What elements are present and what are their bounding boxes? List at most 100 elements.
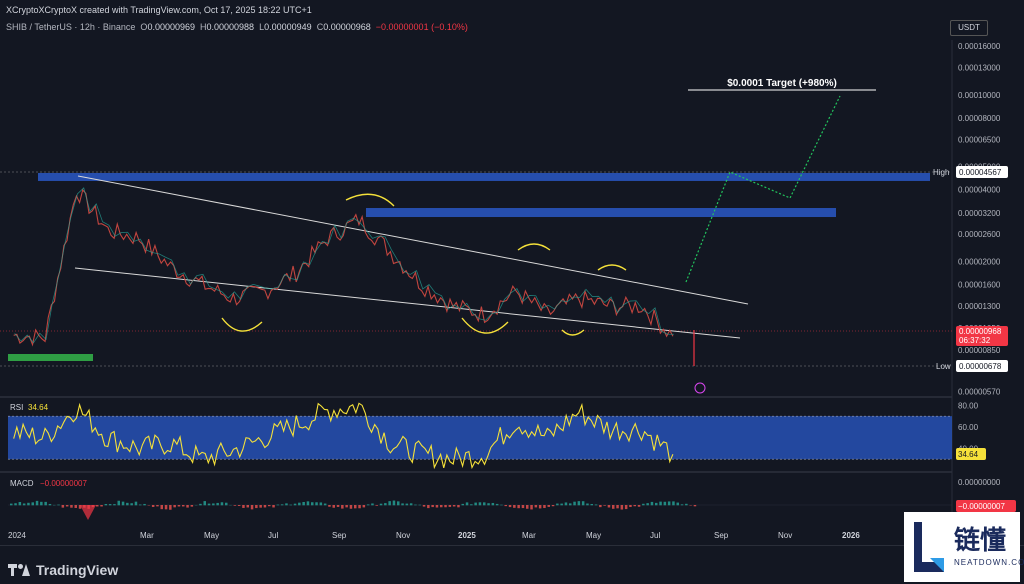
macd-bar bbox=[435, 505, 439, 508]
time-tick-label: Jul bbox=[268, 531, 278, 540]
macd-bar bbox=[272, 505, 275, 508]
macd-bar bbox=[186, 505, 189, 508]
lower-trendline bbox=[74, 267, 741, 339]
macd-bar bbox=[177, 505, 181, 507]
macd-bar bbox=[212, 503, 215, 506]
macd-bar bbox=[599, 505, 602, 508]
macd-bar bbox=[667, 501, 671, 506]
macd-bar bbox=[620, 505, 624, 510]
macd-bar bbox=[431, 505, 434, 508]
macd-bar bbox=[534, 505, 538, 508]
macd-bar bbox=[156, 505, 159, 507]
macd-bar bbox=[220, 502, 224, 506]
macd-bar bbox=[27, 502, 30, 506]
chart-credit: XCryptoXCryptoX created with TradingView… bbox=[6, 5, 312, 15]
macd-bar bbox=[491, 502, 495, 506]
price-tick-label: 0.00006500 bbox=[958, 135, 1001, 144]
price-series-line bbox=[13, 188, 674, 347]
macd-bar bbox=[504, 505, 507, 507]
top-arc bbox=[597, 264, 627, 271]
resistance-zone-high bbox=[38, 172, 930, 181]
macd-bar bbox=[44, 501, 47, 506]
macd-bar bbox=[40, 501, 43, 506]
price-series-candles-up bbox=[14, 187, 674, 344]
macd-bar bbox=[143, 503, 146, 506]
tradingview-wordmark: TradingView bbox=[36, 562, 119, 578]
tradingview-logo[interactable]: TradingView bbox=[8, 562, 118, 578]
macd-bar bbox=[323, 503, 327, 506]
macd-bar bbox=[384, 503, 387, 506]
macd-bar bbox=[487, 503, 490, 506]
macd-bar bbox=[345, 505, 348, 508]
macd-bar bbox=[379, 503, 383, 506]
macd-bar bbox=[405, 503, 409, 506]
macd-bar bbox=[508, 505, 512, 508]
macd-bar bbox=[680, 504, 684, 506]
macd-bar bbox=[526, 505, 529, 509]
currency-button[interactable]: USDT bbox=[950, 20, 988, 36]
watermark-badge: 链懂 NEATDOWN.COM bbox=[904, 512, 1024, 582]
macd-spike bbox=[80, 505, 96, 520]
upper-trendline bbox=[77, 175, 749, 305]
time-tick-label: 2026 bbox=[842, 531, 860, 540]
macd-bar bbox=[237, 505, 241, 506]
macd-bar bbox=[139, 504, 142, 506]
macd-bar bbox=[603, 505, 606, 506]
macd-bar bbox=[225, 502, 228, 506]
symbol-name[interactable]: SHIB / TetherUS · 12h · Binance bbox=[6, 22, 136, 32]
rsi-tick-label: 60.00 bbox=[958, 423, 979, 432]
macd-value-tag: −0.00000007 bbox=[958, 502, 1005, 511]
macd-bar bbox=[569, 503, 572, 506]
macd-bar bbox=[465, 502, 469, 506]
time-tick-label: May bbox=[204, 531, 219, 540]
time-tick-label: Nov bbox=[778, 531, 792, 540]
resistance-zone-mid bbox=[366, 208, 836, 218]
macd-bar bbox=[564, 502, 568, 506]
time-tick-label: Sep bbox=[714, 531, 729, 540]
macd-bar bbox=[659, 501, 662, 506]
price-tick-label: 0.00004000 bbox=[958, 186, 1001, 195]
macd-bar bbox=[388, 501, 391, 506]
macd-bar bbox=[207, 503, 211, 506]
time-tick-label: 2024 bbox=[8, 531, 26, 540]
macd-bar bbox=[483, 502, 486, 506]
macd-bar bbox=[397, 501, 400, 506]
macd-bar bbox=[392, 500, 396, 506]
macd-bar bbox=[513, 505, 516, 508]
macd-bar bbox=[233, 505, 237, 506]
macd-title: MACD bbox=[10, 479, 34, 488]
change-value: −0.00000001 (−0.10%) bbox=[375, 22, 468, 32]
macd-bar bbox=[358, 505, 361, 509]
price-tick-label: 0.00003200 bbox=[958, 209, 1001, 218]
macd-bar bbox=[530, 505, 533, 510]
macd-bar bbox=[375, 505, 378, 506]
macd-bar bbox=[624, 505, 628, 510]
macd-bar bbox=[160, 505, 163, 510]
macd-bar bbox=[57, 504, 60, 506]
macd-bar bbox=[203, 501, 206, 506]
macd-bar bbox=[422, 505, 426, 507]
macd-bar bbox=[371, 503, 374, 506]
macd-bar bbox=[633, 505, 636, 507]
macd-bar bbox=[556, 503, 559, 506]
macd-bar bbox=[169, 505, 172, 510]
macd-bar bbox=[70, 505, 73, 508]
watermark-subtext: NEATDOWN.COM bbox=[954, 558, 1024, 567]
rsi-value: 34.64 bbox=[28, 403, 49, 412]
macd-bar bbox=[255, 505, 258, 509]
footer-bar: TradingView bbox=[0, 545, 1024, 584]
macd-bar bbox=[18, 502, 22, 506]
macd-bar bbox=[655, 502, 658, 506]
macd-bar bbox=[78, 505, 82, 509]
macd-bar bbox=[444, 505, 447, 508]
macd-bar bbox=[113, 504, 116, 506]
macd-bar bbox=[354, 505, 357, 509]
macd-bar bbox=[646, 503, 649, 506]
low-value-label-bg bbox=[956, 360, 1008, 372]
macd-bar bbox=[35, 500, 39, 506]
macd-bar bbox=[117, 500, 120, 506]
price-chart[interactable]: 0.00016000 0.00013000 0.00010000 0.00008000… bbox=[0, 0, 1024, 546]
macd-bar bbox=[151, 505, 155, 507]
macd-bar bbox=[14, 503, 17, 506]
low-value: 0.00000949 bbox=[264, 22, 312, 32]
